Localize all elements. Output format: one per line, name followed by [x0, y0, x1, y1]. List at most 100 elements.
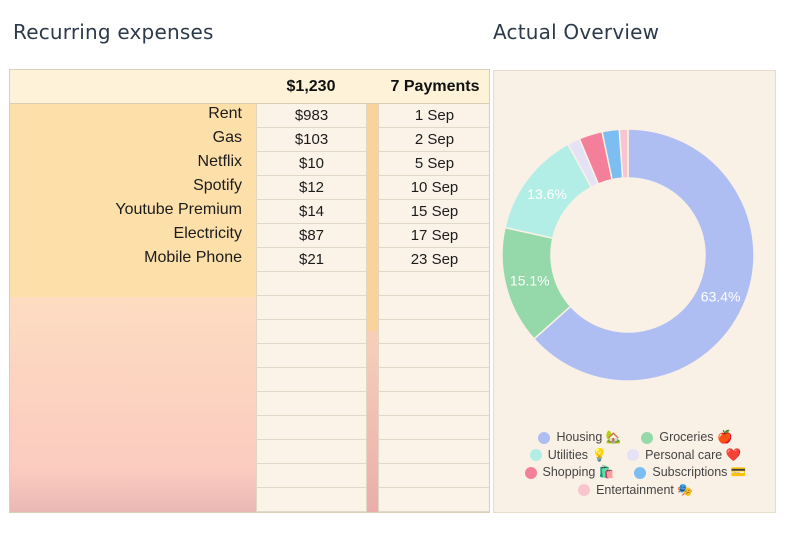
- legend-item[interactable]: Utilities 💡: [529, 447, 608, 463]
- expense-date[interactable]: [378, 344, 489, 368]
- expense-amount[interactable]: [256, 344, 367, 368]
- legend-color-dot-icon: [578, 484, 591, 497]
- expense-name[interactable]: [10, 270, 242, 294]
- cell-border: [378, 271, 489, 272]
- legend-item[interactable]: Personal care ❤️: [627, 448, 741, 463]
- table-row: [10, 294, 489, 320]
- cell-border: [256, 487, 367, 488]
- table-row: Netflix $10 5 Sep: [10, 152, 489, 176]
- legend-row: Housing 🏡 Groceries 🍎: [494, 429, 777, 447]
- cell-border: [378, 439, 489, 440]
- expense-date[interactable]: 23 Sep: [410, 251, 459, 268]
- expense-name[interactable]: [10, 390, 242, 414]
- total-amount: $1,230: [286, 78, 336, 95]
- expense-amount[interactable]: [256, 392, 367, 416]
- legend-label: Entertainment 🎭: [596, 482, 693, 497]
- expense-amount[interactable]: [256, 320, 367, 344]
- chart-legend: Housing 🏡 Groceries 🍎 Utilities 💡 Personal …: [494, 429, 777, 499]
- expense-amount[interactable]: [256, 464, 367, 488]
- expense-name[interactable]: [10, 342, 242, 366]
- payments-count: 7 Payments: [390, 78, 480, 95]
- expense-name[interactable]: [10, 414, 242, 438]
- expense-name[interactable]: [10, 438, 242, 462]
- expense-date[interactable]: 10 Sep: [410, 179, 459, 196]
- cell-border: [378, 415, 489, 416]
- expense-name[interactable]: Mobile Phone: [144, 249, 242, 266]
- expense-amount[interactable]: $12: [298, 179, 325, 196]
- donut-slice[interactable]: [618, 128, 629, 179]
- expense-date[interactable]: [378, 416, 489, 440]
- legend-label: Subscriptions 💳: [652, 465, 747, 480]
- expense-date[interactable]: 15 Sep: [410, 203, 459, 220]
- legend-item[interactable]: Shopping 🛍️: [524, 465, 614, 480]
- expense-date[interactable]: [378, 368, 489, 392]
- slice-percent-label: 15.1%: [510, 273, 550, 289]
- expense-date[interactable]: 1 Sep: [414, 107, 455, 124]
- expense-date[interactable]: 17 Sep: [410, 227, 459, 244]
- expense-name[interactable]: Gas: [212, 129, 242, 146]
- expense-date[interactable]: [378, 464, 489, 488]
- legend-item[interactable]: Entertainment 🎭: [578, 483, 693, 498]
- donut-chart: 63.4% 15.1% 13.6%: [501, 128, 755, 382]
- expense-name[interactable]: Spotify: [193, 177, 242, 194]
- expense-name[interactable]: Netflix: [197, 153, 242, 170]
- expense-date[interactable]: 5 Sep: [414, 155, 455, 172]
- slice-percent-label: 13.6%: [527, 186, 567, 202]
- cell-border: [378, 319, 489, 320]
- expense-date[interactable]: [378, 272, 489, 296]
- table-row: Gas $103 2 Sep: [10, 128, 489, 152]
- expense-name[interactable]: [10, 294, 242, 318]
- expense-date[interactable]: [378, 392, 489, 416]
- expense-amount[interactable]: [256, 296, 367, 320]
- expense-name[interactable]: [10, 366, 242, 390]
- table-row: [10, 462, 489, 488]
- expense-amount[interactable]: $103: [294, 131, 329, 148]
- expense-name[interactable]: [10, 486, 242, 510]
- table-row: [10, 318, 489, 344]
- cell-border: [378, 511, 489, 512]
- legend-label: Housing 🏡: [556, 430, 622, 445]
- legend-row: Utilities 💡 Personal care ❤️: [494, 447, 777, 465]
- expense-amount[interactable]: [256, 440, 367, 464]
- expense-amount[interactable]: $87: [298, 227, 325, 244]
- legend-label: Personal care ❤️: [645, 447, 742, 462]
- expense-name[interactable]: Rent: [208, 105, 242, 122]
- cell-border: [378, 463, 489, 464]
- expense-amount[interactable]: $21: [298, 251, 325, 268]
- expense-amount[interactable]: $983: [294, 107, 329, 124]
- expense-date[interactable]: [378, 488, 489, 512]
- table-row: Rent $983 1 Sep: [10, 104, 489, 128]
- legend-item[interactable]: Groceries 🍎: [641, 430, 733, 445]
- expense-date[interactable]: [378, 440, 489, 464]
- table-row: [10, 414, 489, 440]
- expense-amount[interactable]: $14: [298, 203, 325, 220]
- expense-amount[interactable]: [256, 272, 367, 296]
- date-column: [378, 104, 489, 512]
- expense-name[interactable]: Electricity: [173, 225, 242, 242]
- cell-border: [256, 415, 367, 416]
- table-row: [10, 486, 489, 512]
- table-row: [10, 390, 489, 416]
- donut-slice[interactable]: [532, 128, 755, 382]
- table-row: [10, 438, 489, 464]
- expense-amount[interactable]: [256, 488, 367, 512]
- expense-name[interactable]: [10, 462, 242, 486]
- actual-overview-title: Actual Overview: [493, 20, 660, 44]
- expense-name[interactable]: Youtube Premium: [115, 201, 242, 218]
- expense-amount[interactable]: [256, 368, 367, 392]
- cell-border: [378, 247, 489, 248]
- cell-border: [256, 271, 367, 272]
- expense-amount[interactable]: $10: [298, 155, 325, 172]
- legend-label: Utilities 💡: [547, 447, 608, 462]
- expense-date[interactable]: [378, 296, 489, 320]
- legend-color-dot-icon: [538, 431, 551, 444]
- expense-date[interactable]: 2 Sep: [414, 131, 455, 148]
- expense-amount[interactable]: [256, 416, 367, 440]
- table-row: [10, 366, 489, 392]
- expense-date[interactable]: [378, 320, 489, 344]
- legend-item[interactable]: Subscriptions 💳: [634, 465, 746, 480]
- legend-color-dot-icon: [529, 449, 542, 462]
- legend-item[interactable]: Housing 🏡: [538, 430, 621, 445]
- expense-name[interactable]: [10, 318, 242, 342]
- cell-border: [378, 367, 489, 368]
